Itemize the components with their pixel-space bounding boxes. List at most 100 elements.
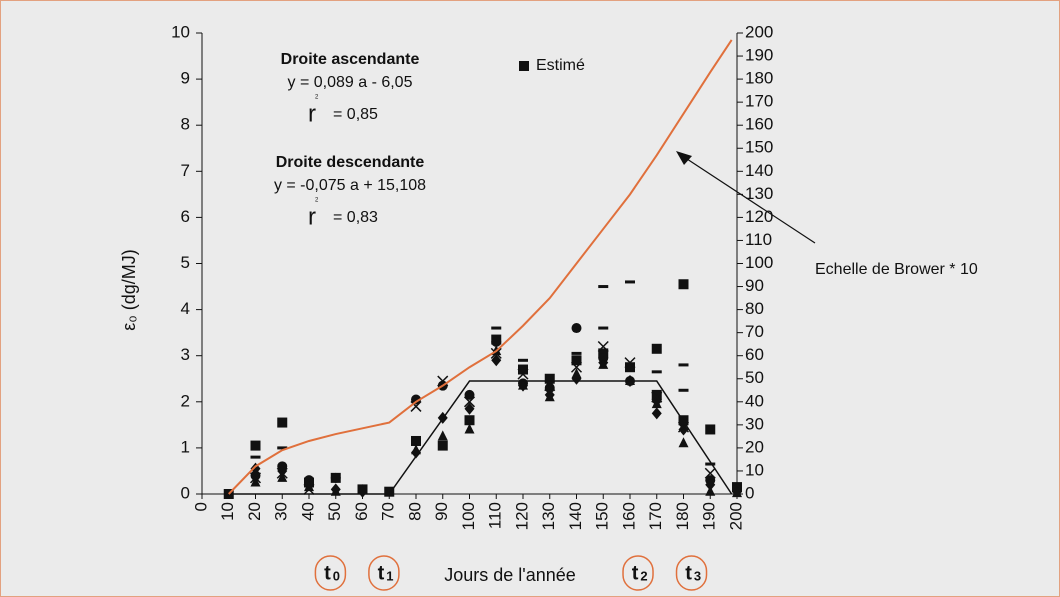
- triangle-marker: [544, 391, 555, 402]
- square-marker: [544, 373, 555, 384]
- dash-marker: [598, 285, 609, 289]
- annotation-equation: y = -0,075 a + 15,108: [274, 177, 426, 194]
- y2-tick-label: 180: [745, 69, 773, 88]
- x-tick-label: 10: [218, 502, 237, 521]
- x-tick-label: 50: [325, 502, 344, 521]
- square-marker: [651, 343, 662, 354]
- cross-marker: [249, 472, 262, 484]
- x-tick-label: 0: [191, 502, 210, 511]
- cross-marker: [303, 483, 315, 495]
- time-marker-outline: [622, 555, 654, 591]
- triangle-marker: [518, 379, 528, 390]
- arrow-head: [676, 151, 692, 165]
- diamond-marker: [651, 407, 662, 420]
- y-tick-label: 5: [181, 253, 190, 272]
- x-tick-label: 20: [245, 502, 264, 521]
- time-marker-label: t: [685, 562, 692, 584]
- dash-marker: [518, 358, 528, 362]
- circle-marker: [571, 323, 582, 334]
- cross-marker: [651, 391, 663, 403]
- cross-marker: [544, 380, 556, 392]
- dash-marker: [705, 462, 716, 466]
- x-tick-label: 30: [272, 502, 291, 521]
- x-axis-label: Jours de l'année: [444, 565, 576, 585]
- x-tick-label: 100: [459, 502, 478, 530]
- dash-marker: [250, 455, 261, 459]
- arrow-label: Echelle de Brower * 10: [815, 261, 978, 278]
- annotation-r: r: [308, 100, 316, 127]
- y-tick-label: 6: [181, 207, 190, 226]
- series-line: [228, 39, 733, 495]
- square-marker: [384, 486, 395, 497]
- circle-marker: [411, 394, 421, 405]
- square-marker: [571, 355, 582, 366]
- annotation-title: Droite ascendante: [281, 51, 420, 68]
- triangle-marker: [330, 485, 341, 496]
- triangle-marker: [250, 476, 261, 487]
- x-tick-label: 70: [379, 502, 398, 521]
- y-tick-label: 7: [181, 161, 190, 180]
- triangle-marker: [464, 423, 475, 434]
- square-marker: [519, 61, 529, 71]
- y-tick-label: 10: [171, 22, 190, 41]
- dash-marker: [491, 326, 502, 330]
- triangle-marker: [732, 487, 742, 498]
- x-tick-label: 140: [566, 502, 585, 530]
- time-marker-label: t: [632, 562, 639, 584]
- time-marker-outline: [314, 555, 347, 591]
- triangle-marker: [598, 358, 609, 369]
- y2-tick-label: 170: [745, 92, 773, 111]
- y2-tick-label: 70: [745, 322, 764, 341]
- legend-label: Estimé: [536, 57, 585, 74]
- y2-tick-label: 60: [745, 345, 764, 364]
- triangle-marker: [705, 485, 716, 496]
- circle-marker: [464, 389, 475, 400]
- triangle-marker: [678, 437, 689, 448]
- x-tick-label: 200: [726, 502, 745, 530]
- cross-marker: [704, 467, 716, 479]
- triangle-marker: [571, 368, 582, 379]
- square-marker: [518, 364, 528, 375]
- time-marker-outline: [368, 555, 400, 591]
- y-tick-label: 1: [181, 437, 190, 456]
- x-tick-label: 120: [512, 502, 531, 530]
- y2-tick-label: 200: [745, 22, 773, 41]
- annotation-equation: y = 0,089 a - 6,05: [288, 74, 413, 91]
- diamond-marker: [464, 402, 475, 415]
- y2-tick-label: 80: [745, 299, 764, 318]
- arrow-line: [683, 156, 816, 244]
- x-tick-label: 180: [673, 502, 692, 530]
- diamond-marker: [277, 464, 288, 477]
- cross-marker: [677, 421, 690, 433]
- y-axis-label: ε₀ (dg/MJ): [119, 249, 139, 331]
- y2-tick-label: 10: [745, 460, 764, 479]
- triangle-marker: [277, 471, 288, 482]
- y-tick-label: 9: [181, 69, 190, 88]
- y2-tick-label: 40: [745, 391, 764, 410]
- square-marker: [678, 279, 689, 290]
- y2-tick-label: 0: [745, 483, 754, 502]
- annotation-r-value: = 0,83: [333, 209, 378, 226]
- time-marker-sub: 0: [333, 568, 340, 583]
- square-marker: [464, 415, 475, 426]
- cross-marker: [276, 467, 288, 479]
- y2-tick-label: 150: [745, 138, 773, 157]
- x-tick-label: 160: [619, 502, 638, 530]
- annotation-r-value: = 0,85: [333, 106, 378, 123]
- square-marker: [437, 440, 448, 451]
- circle-marker: [491, 336, 502, 347]
- square-marker: [250, 440, 261, 451]
- cross-marker: [463, 396, 476, 408]
- x-tick-label: 40: [298, 502, 317, 521]
- dash-marker: [651, 370, 662, 374]
- y-tick-label: 3: [181, 345, 190, 364]
- circle-marker: [250, 470, 261, 481]
- x-tick-label: 110: [486, 502, 505, 529]
- square-marker: [705, 424, 716, 435]
- circle-marker: [544, 382, 555, 393]
- cross-marker: [490, 347, 502, 359]
- y-tick-label: 4: [181, 299, 190, 318]
- y-tick-label: 2: [181, 391, 190, 410]
- y2-tick-label: 140: [745, 161, 773, 180]
